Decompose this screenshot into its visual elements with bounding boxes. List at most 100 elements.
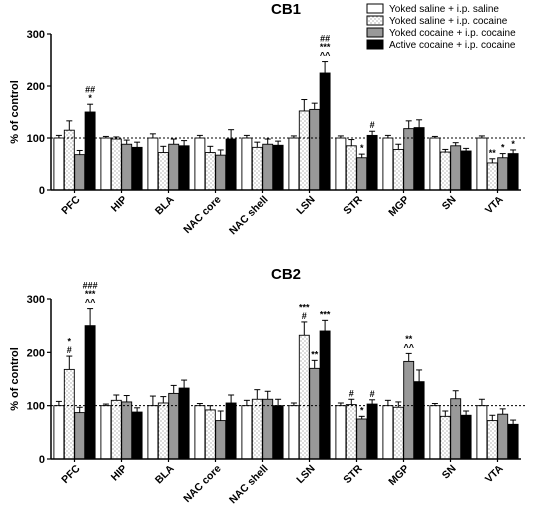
bar [345,145,357,191]
legend-swatch-0 [366,3,384,14]
bar [63,129,75,191]
bar [460,150,472,191]
y-tick-label: 200 [27,81,45,93]
bar [366,403,378,460]
bar [298,334,310,460]
bar [429,137,441,191]
significance-marker: * [360,405,364,415]
bar [476,405,488,460]
x-tick-label: LSN [294,194,317,217]
x-tick-label: SN [440,194,459,213]
significance-marker: # [302,311,307,321]
y-axis-label: % of control [9,347,21,411]
x-tick-label: MGP [386,463,411,488]
legend-label-0: Yoked saline + i.p. saline [389,4,499,15]
bar [507,153,519,191]
chart-title: CB2 [271,266,301,283]
x-tick-label: PFC [59,462,83,486]
bar [345,404,357,460]
x-tick-label: NAC core [181,194,223,236]
y-tick-label: 0 [39,185,45,197]
bar [335,405,347,460]
bar [272,144,284,191]
chart-cb2: CB2 % of control 0 100 200 300 PFC HIP BLA NAC co… [9,266,525,506]
bar [241,405,253,460]
bar [251,398,263,460]
bar [366,134,378,191]
significance-marker: ^^ [403,342,414,352]
bar [319,330,331,460]
bar [460,414,472,460]
bar [110,138,122,191]
x-tick-label: NAC core [181,463,223,505]
bar [298,110,310,191]
significance-marker: # [370,120,375,130]
bar [251,146,263,191]
bar [486,420,498,460]
bar [225,402,237,460]
bar [309,367,321,460]
bar [100,137,112,191]
bar [382,137,394,191]
bar [178,387,190,460]
bar [84,325,96,460]
bar [262,398,274,460]
x-tick-label: NAC shell [227,463,271,507]
bar [429,405,441,460]
bar [157,152,169,191]
bar [392,406,404,460]
bar [413,127,425,191]
bar [450,145,462,191]
bar [110,399,122,460]
bar [215,154,227,191]
y-tick-label: 200 [27,347,45,359]
significance-marker: ^^ [320,51,331,61]
legend-label-2: Yoked cocaine + i.p. cocaine [389,28,516,39]
x-tick-label: VTA [483,462,506,485]
x-tick-label: HIP [109,194,130,215]
x-tick-label: BLA [153,193,177,217]
bar [507,423,519,460]
bar [204,409,216,460]
bar [439,415,451,460]
bar [157,402,169,460]
bar [403,360,415,460]
y-tick-label: 0 [39,454,45,466]
x-tick-label: NAC shell [227,194,271,238]
bar [486,162,498,191]
significance-marker: * [68,337,72,347]
legend-label-3: Active cocaine + i.p. cocaine [389,40,516,51]
y-tick-label: 100 [27,133,45,145]
significance-marker: * [511,139,515,149]
bar [413,381,425,460]
bar [74,412,86,460]
bar [309,108,321,191]
bar [356,418,368,460]
significance-marker: *** [320,42,331,52]
x-tick-label: SN [440,463,459,482]
bar [84,111,96,191]
bar [439,151,451,191]
bar [450,398,462,460]
x-tick-label: STR [341,193,365,217]
significance-marker: * [501,143,505,153]
significance-marker: *** [320,309,331,319]
significance-marker: ** [405,334,413,344]
bar [147,137,159,191]
bar [382,405,394,460]
bar [53,405,65,460]
significance-marker: # [349,388,354,398]
significance-marker: *** [299,302,310,312]
bar [272,405,284,460]
bar [319,72,331,191]
significance-marker: *** [85,289,96,299]
significance-marker: * [88,93,92,103]
significance-marker: ## [85,85,95,95]
x-tick-label: BLA [153,462,177,486]
bar [262,143,274,191]
bar [356,157,368,191]
bar [225,138,237,191]
x-tick-label: LSN [294,463,317,486]
bar [121,401,133,460]
